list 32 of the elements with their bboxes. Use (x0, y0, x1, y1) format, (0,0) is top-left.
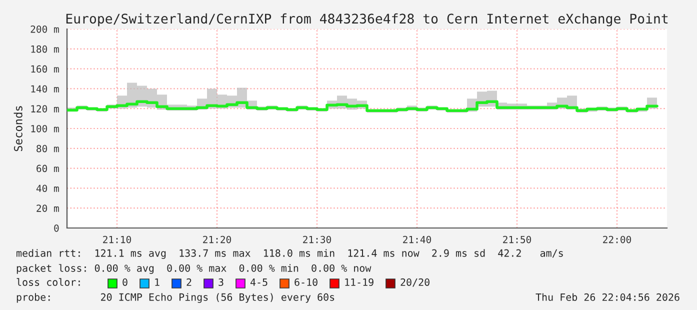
x-tick-label: 21:20 (203, 236, 232, 244)
text: 3 (218, 278, 224, 286)
text: 2 (186, 278, 192, 286)
y-tick-label: 180 m (31, 45, 59, 53)
text: 6-10 (294, 278, 318, 286)
text: Thu Feb 26 22:04:56 2026 (536, 293, 680, 301)
text: 1 (155, 278, 160, 286)
chart-title: Europe/Switzerland/CernIXP from 4843236e4f28 to Cern Internet eXchange Point (66, 13, 668, 26)
text: 11-19 (345, 278, 374, 286)
x-tick-label: 22:00 (603, 236, 632, 244)
x-tick-label: 21:40 (403, 236, 432, 244)
y-tick-label: 40 m (36, 184, 59, 192)
text: packet loss: 0.00 % avg 0.00 % max 0.00 % min 0.00 % now (16, 264, 372, 274)
text: 4-5 (250, 278, 268, 286)
y-tick-label: 200 m (30, 26, 59, 33)
text: median rtt: 121.1 ms avg 133.7 ms max 118.0 ms min 121.4 ms now 2.9 ms sd 42.2 am/s (16, 249, 563, 259)
y-tick-label: 60 m (36, 164, 59, 172)
y-tick-label: 140 m (31, 85, 59, 93)
x-tick-label: 21:30 (303, 236, 332, 244)
text: probe: 20 ICMP Echo Pings (56 Bytes) every 60s (16, 293, 334, 303)
text: loss color: (16, 278, 80, 286)
text: 0 (122, 278, 128, 286)
x-tick-label: 21:10 (103, 236, 132, 244)
y-tick-label: 160 m (31, 65, 59, 73)
x-tick-label: 21:50 (503, 236, 532, 244)
y-tick-label: 80 m (36, 144, 59, 152)
text: 20/20 (400, 278, 430, 287)
y-tick-label: 100 m (31, 125, 59, 132)
y-axis-title: Seconds (14, 106, 22, 152)
y-tick-label: 20 m (36, 204, 59, 212)
y-tick-label: 0 (54, 224, 59, 232)
y-tick-label: 120 m (31, 105, 59, 112)
